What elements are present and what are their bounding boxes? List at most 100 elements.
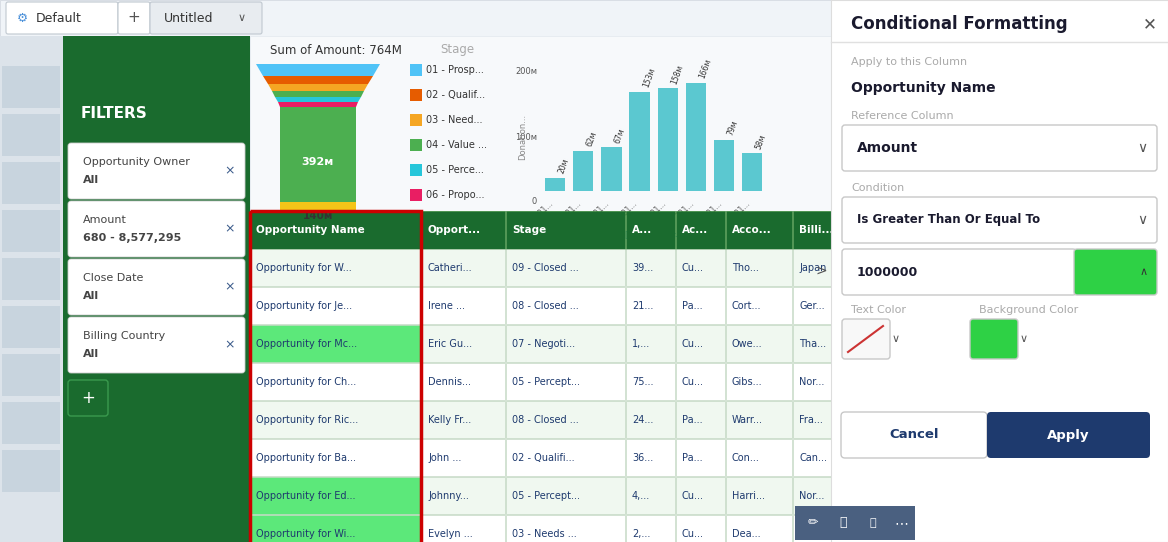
Bar bbox=[626, 477, 675, 514]
Bar bbox=[854, 287, 915, 324]
Bar bbox=[506, 363, 625, 400]
Text: Irene ...: Irene ... bbox=[427, 301, 465, 311]
Bar bbox=[506, 401, 625, 438]
FancyBboxPatch shape bbox=[68, 143, 245, 199]
Polygon shape bbox=[272, 91, 364, 97]
Text: 67м: 67м bbox=[613, 127, 627, 145]
Bar bbox=[793, 249, 853, 286]
Bar bbox=[250, 477, 420, 514]
Text: Clos...: Clos... bbox=[860, 225, 897, 235]
Text: Opportunity for W...: Opportunity for W... bbox=[256, 263, 352, 273]
Text: 05 - Percept...: 05 - Percept... bbox=[512, 377, 580, 387]
Bar bbox=[2, 402, 60, 444]
Text: 02 - Qualif...: 02 - Qualif... bbox=[426, 90, 485, 100]
Text: Billi...: Billi... bbox=[799, 225, 834, 235]
Bar bbox=[2, 66, 60, 108]
Text: +: + bbox=[127, 10, 140, 25]
Text: ×: × bbox=[224, 281, 235, 294]
Text: Opport...: Opport... bbox=[427, 225, 481, 235]
Text: Pa...: Pa... bbox=[682, 301, 703, 311]
Bar bbox=[676, 211, 725, 249]
Bar bbox=[726, 249, 792, 286]
FancyBboxPatch shape bbox=[150, 2, 262, 34]
Text: Cu...: Cu... bbox=[682, 491, 704, 501]
Bar bbox=[726, 477, 792, 514]
Text: Ac...: Ac... bbox=[682, 225, 708, 235]
Text: Can...: Can... bbox=[799, 453, 827, 463]
Bar bbox=[250, 36, 830, 542]
Bar bbox=[742, 153, 763, 191]
Text: Billing Country: Billing Country bbox=[83, 331, 165, 341]
FancyBboxPatch shape bbox=[842, 197, 1157, 243]
Bar bbox=[410, 114, 422, 126]
Bar bbox=[626, 439, 675, 476]
Bar bbox=[830, 0, 1168, 542]
Text: All: All bbox=[83, 175, 99, 185]
Bar bbox=[726, 401, 792, 438]
Text: 1000000: 1000000 bbox=[857, 266, 918, 279]
Bar bbox=[795, 506, 915, 540]
Bar bbox=[410, 189, 422, 201]
Bar bbox=[422, 363, 505, 400]
FancyBboxPatch shape bbox=[118, 2, 150, 34]
Bar bbox=[250, 325, 420, 362]
Text: FILTERS: FILTERS bbox=[81, 106, 147, 121]
Text: +: + bbox=[81, 389, 95, 407]
Text: 140м: 140м bbox=[303, 211, 333, 221]
Text: 201...: 201... bbox=[860, 301, 888, 311]
Bar bbox=[573, 151, 593, 191]
Text: 153м: 153м bbox=[641, 66, 656, 88]
Bar bbox=[626, 287, 675, 324]
Text: Japan: Japan bbox=[799, 263, 827, 273]
Text: >: > bbox=[815, 264, 827, 278]
Text: 201...: 201... bbox=[562, 199, 583, 221]
Text: Tha...: Tha... bbox=[799, 339, 826, 349]
Text: Evelyn ...: Evelyn ... bbox=[427, 529, 473, 539]
Text: Cu...: Cu... bbox=[682, 529, 704, 539]
Text: Pa...: Pa... bbox=[682, 453, 703, 463]
Bar bbox=[506, 515, 625, 542]
Bar bbox=[626, 211, 675, 249]
Text: 392м: 392м bbox=[301, 157, 334, 167]
Bar bbox=[506, 477, 625, 514]
Text: ∨: ∨ bbox=[892, 334, 901, 344]
Text: 201...: 201... bbox=[674, 199, 696, 221]
Text: ×: × bbox=[224, 339, 235, 352]
Bar bbox=[793, 477, 853, 514]
Bar bbox=[506, 249, 625, 286]
Text: ∨: ∨ bbox=[238, 13, 246, 23]
Text: A...: A... bbox=[632, 225, 652, 235]
Bar bbox=[250, 249, 420, 286]
Text: 20м: 20м bbox=[557, 157, 571, 175]
Bar bbox=[250, 36, 830, 211]
Bar bbox=[854, 515, 915, 542]
Polygon shape bbox=[274, 97, 361, 102]
Bar bbox=[2, 114, 60, 156]
Bar bbox=[726, 211, 792, 249]
Bar bbox=[410, 64, 422, 76]
Text: Sum of Amount: 764M: Sum of Amount: 764M bbox=[270, 43, 402, 56]
Bar bbox=[2, 210, 60, 252]
Text: Tho...: Tho... bbox=[732, 263, 759, 273]
FancyBboxPatch shape bbox=[842, 125, 1157, 171]
Bar bbox=[726, 515, 792, 542]
Bar bbox=[506, 439, 625, 476]
Bar bbox=[714, 140, 734, 191]
Text: Opportunity for Ed...: Opportunity for Ed... bbox=[256, 491, 355, 501]
Bar bbox=[658, 88, 677, 191]
Text: 79м: 79м bbox=[725, 119, 739, 137]
FancyBboxPatch shape bbox=[841, 412, 987, 458]
Text: 58м: 58м bbox=[755, 133, 767, 150]
Text: Amount: Amount bbox=[857, 141, 918, 155]
Text: Apply to this Column: Apply to this Column bbox=[851, 57, 967, 67]
Bar bbox=[626, 363, 675, 400]
Bar bbox=[2, 306, 60, 348]
Bar bbox=[686, 83, 705, 191]
Bar bbox=[2, 450, 60, 492]
Bar bbox=[506, 211, 625, 249]
Text: Opportunity for Wi...: Opportunity for Wi... bbox=[256, 529, 355, 539]
Bar bbox=[676, 287, 725, 324]
Text: ✕: ✕ bbox=[1143, 15, 1157, 33]
Text: 201...: 201... bbox=[860, 529, 888, 539]
Text: 201...: 201... bbox=[730, 199, 752, 221]
